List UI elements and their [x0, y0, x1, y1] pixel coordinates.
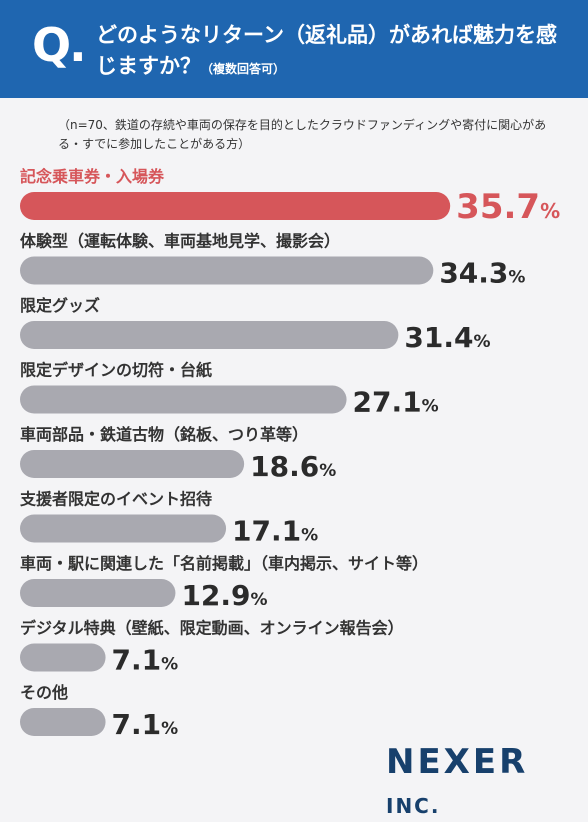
- nexer-logo: NEXER INC.: [386, 742, 588, 822]
- question-title: どのようなリターン（返礼品）があれば魅力を感じますか？: [96, 23, 557, 78]
- value-label: 7.1%: [112, 708, 179, 741]
- bar: [20, 450, 245, 478]
- category-label: デジタル特典（壁紙、限定動画、オンライン報告会）: [20, 619, 404, 638]
- value-label: 17.1%: [232, 515, 318, 548]
- category-label: 体験型（運転体験、車両基地見学、撮影会）: [20, 232, 340, 251]
- category-label: 車両・駅に関連した「名前掲載」（車内掲示、サイト等）: [20, 554, 428, 573]
- value-label: 18.6%: [250, 450, 336, 483]
- bar: [20, 256, 434, 285]
- value-label: 12.9%: [181, 579, 267, 612]
- value-label: 7.1%: [112, 644, 179, 677]
- value-label: 35.7%: [456, 187, 560, 227]
- category-label: 限定デザインの切符・台紙: [20, 361, 212, 380]
- question-header: Q. どのようなリターン（返礼品）があれば魅力を感じますか？（複数回答可）: [0, 0, 588, 98]
- bar: [20, 192, 451, 220]
- bar: [20, 514, 227, 543]
- question-text: どのようなリターン（返礼品）があれば魅力を感じますか？（複数回答可）: [96, 20, 566, 85]
- question-mark: Q.: [32, 18, 87, 72]
- bar: [20, 579, 176, 607]
- bar: [20, 708, 106, 736]
- question-suffix: （複数回答可）: [201, 62, 286, 76]
- value-label: 31.4%: [404, 321, 490, 354]
- logo-main: NEXER: [386, 742, 529, 782]
- bar-chart: 記念乗車券・入場券 35.7% 体験型（運転体験、車両基地見学、撮影会） 34.3% 限…: [19, 167, 560, 741]
- value-label: 27.1%: [353, 386, 439, 419]
- logo-sub: INC.: [386, 794, 441, 818]
- bar: [20, 643, 106, 672]
- bar: [20, 321, 399, 349]
- category-label: 限定グッズ: [20, 296, 100, 315]
- category-label: 記念乗車券・入場券: [20, 167, 165, 186]
- category-label: 支援者限定のイベント招待: [19, 490, 212, 509]
- value-label: 34.3%: [439, 257, 525, 290]
- bar: [20, 385, 347, 414]
- sample-note: （n=70、鉄道の存続や車両の保存を目的としたクラウドファンディングや寄付に関心…: [58, 118, 547, 151]
- category-label: その他: [20, 683, 68, 702]
- category-label: 車両部品・鉄道古物（銘板、つり革等）: [20, 425, 308, 444]
